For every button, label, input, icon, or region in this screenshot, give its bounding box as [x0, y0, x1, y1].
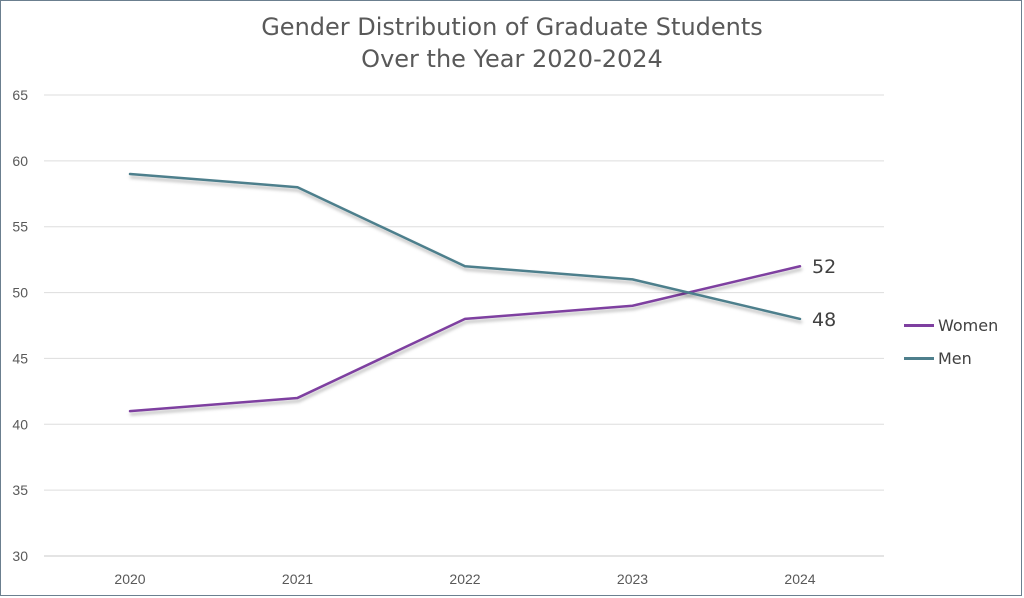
y-tick-label-45: 45: [12, 350, 28, 366]
x-tick-label-2020: 2020: [114, 571, 145, 587]
x-tick-label-2021: 2021: [282, 571, 313, 587]
chart-title-line-1: Gender Distribution of Graduate Students: [261, 13, 763, 41]
y-tick-label-50: 50: [12, 285, 28, 301]
legend-swatch-women: [904, 324, 934, 327]
series-line-men: [128, 172, 802, 321]
legend-item-women: Women: [904, 309, 998, 342]
legend: Women Men: [904, 309, 998, 375]
x-tick-label-2023: 2023: [617, 571, 648, 587]
legend-swatch-men: [904, 357, 934, 360]
y-tick-label-35: 35: [12, 482, 28, 498]
y-tick-label-30: 30: [12, 548, 28, 564]
y-tick-label-55: 55: [12, 219, 28, 235]
y-tick-label-60: 60: [12, 153, 28, 169]
x-tick-label-2022: 2022: [449, 571, 480, 587]
x-tick-label-2024: 2024: [784, 571, 815, 587]
y-tick-label-40: 40: [12, 416, 28, 432]
legend-label-women: Women: [938, 316, 999, 335]
y-tick-label-65: 65: [12, 87, 28, 103]
series-line-women: [128, 264, 802, 413]
legend-label-men: Men: [938, 349, 972, 368]
legend-item-men: Men: [904, 342, 998, 375]
chart-title-line-2: Over the Year 2020-2024: [361, 45, 663, 73]
data-label-women-2024: 52: [812, 256, 836, 278]
data-label-men-2024: 48: [812, 309, 836, 331]
